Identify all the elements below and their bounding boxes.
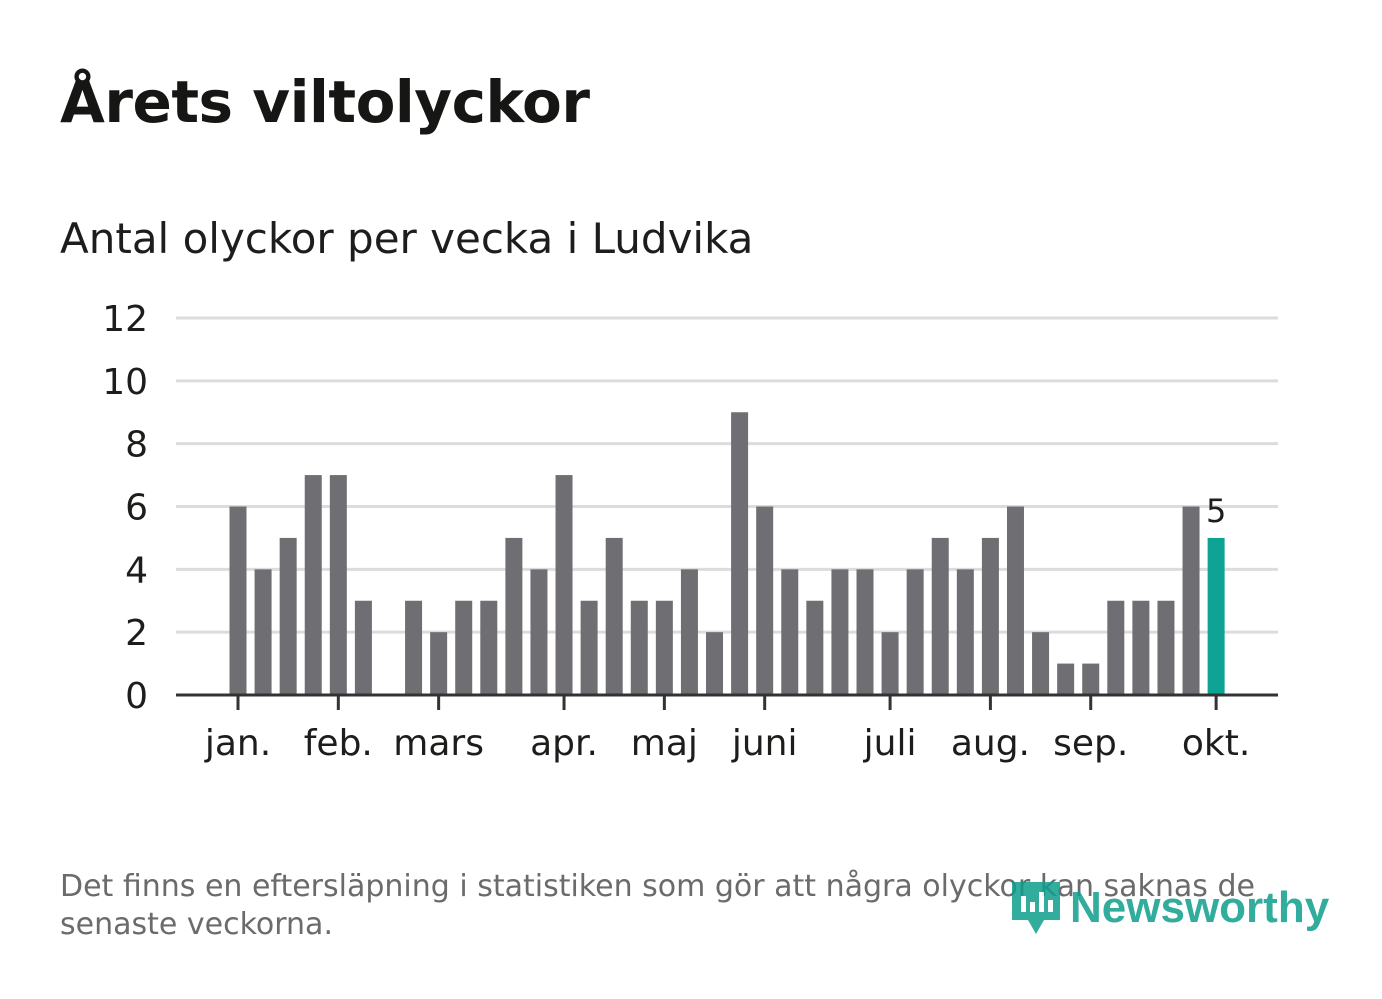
bar	[254, 569, 272, 695]
bar	[329, 475, 347, 695]
bar-highlight	[1207, 537, 1225, 695]
bar	[1132, 600, 1150, 695]
bar	[1032, 632, 1050, 695]
bar	[304, 475, 322, 695]
y-tick-label: 2	[125, 613, 148, 654]
y-tick-label: 10	[102, 362, 148, 403]
newsworthy-logo-text: Newsworthy	[1070, 883, 1330, 932]
y-tick-label: 4	[125, 550, 148, 591]
bar	[1182, 506, 1200, 695]
y-axis-labels: 0 2 4 6 8 10 12	[102, 299, 148, 717]
chart-subtitle: Antal olyckor per vecka i Ludvika	[60, 214, 754, 263]
bar	[906, 569, 924, 695]
annotations: 5	[1206, 492, 1226, 530]
x-axis	[176, 693, 1278, 710]
bar	[354, 600, 372, 695]
chart-title: Årets viltolyckor	[60, 68, 590, 136]
bar	[881, 632, 899, 695]
x-tick-label: maj	[631, 723, 698, 764]
bar	[1057, 663, 1075, 695]
bar	[279, 537, 297, 695]
bar	[455, 600, 473, 695]
bar	[956, 569, 974, 695]
y-tick-label: 6	[125, 488, 148, 529]
newsworthy-logo: Newsworthy	[1010, 876, 1329, 940]
bar	[655, 600, 673, 695]
bar	[1082, 663, 1100, 695]
x-tick-label: feb.	[304, 723, 373, 764]
x-tick-label: juni	[731, 723, 798, 764]
x-axis-labels: jan. feb. mars apr. maj juni juli aug. sep. okt.	[204, 723, 1251, 764]
bar	[580, 600, 598, 695]
bar	[405, 600, 423, 695]
bar	[706, 632, 724, 695]
bar	[680, 569, 698, 695]
bar	[1107, 600, 1125, 695]
bars	[229, 412, 1225, 695]
bar	[1006, 506, 1024, 695]
bar	[831, 569, 849, 695]
bar	[605, 537, 623, 695]
y-tick-label: 0	[125, 676, 148, 717]
bar	[480, 600, 498, 695]
bar	[555, 475, 573, 695]
y-tick-label: 8	[125, 425, 148, 466]
x-tick-label: okt.	[1182, 723, 1250, 764]
x-tick-label: juli	[863, 723, 917, 764]
x-tick-label: jan.	[204, 723, 271, 764]
bar	[756, 506, 774, 695]
x-tick-label: sep.	[1053, 723, 1128, 764]
bar	[530, 569, 548, 695]
newsworthy-logo-icon	[1012, 882, 1060, 934]
bar	[505, 537, 523, 695]
bar	[781, 569, 799, 695]
bar	[931, 537, 949, 695]
bar	[981, 537, 999, 695]
bar	[630, 600, 648, 695]
bar	[806, 600, 824, 695]
bar	[430, 632, 448, 695]
bar	[856, 569, 874, 695]
highlight-value-label: 5	[1206, 492, 1226, 530]
bar	[731, 412, 749, 695]
x-tick-label: apr.	[530, 723, 598, 764]
bar	[1157, 600, 1175, 695]
y-tick-label: 12	[102, 299, 148, 340]
bar	[229, 506, 247, 695]
x-tick-label: mars	[393, 723, 484, 764]
x-tick-label: aug.	[951, 723, 1030, 764]
